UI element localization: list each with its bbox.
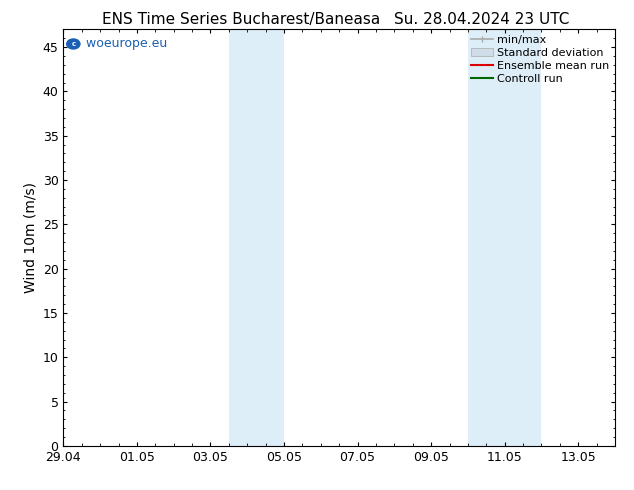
Legend: min/max, Standard deviation, Ensemble mean run, Controll run: min/max, Standard deviation, Ensemble me…	[467, 32, 612, 87]
Text: Su. 28.04.2024 23 UTC: Su. 28.04.2024 23 UTC	[394, 12, 569, 27]
Text: c: c	[71, 41, 75, 47]
Bar	[229, 29, 284, 446]
Bar	[468, 29, 541, 446]
Text: woeurope.eu: woeurope.eu	[82, 37, 167, 50]
Y-axis label: Wind 10m (m/s): Wind 10m (m/s)	[23, 182, 37, 293]
Text: ENS Time Series Bucharest/Baneasa: ENS Time Series Bucharest/Baneasa	[102, 12, 380, 27]
Circle shape	[67, 39, 80, 49]
